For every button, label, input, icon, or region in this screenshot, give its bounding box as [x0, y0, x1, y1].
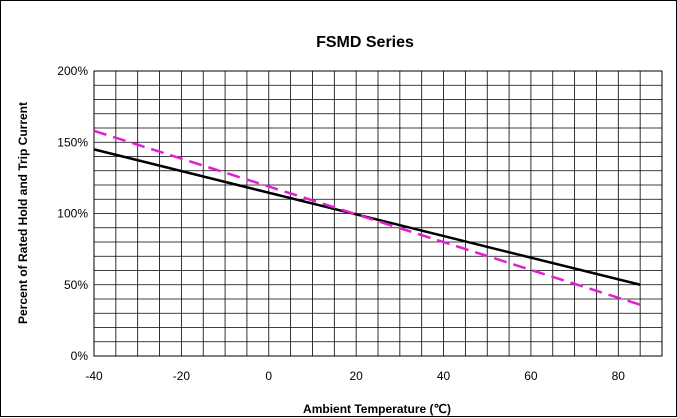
plot-area-border: [93, 70, 663, 357]
x-axis-label: Ambient Temperature (℃): [303, 402, 451, 416]
x-tick-label: 20: [349, 369, 363, 383]
y-axis-label: Percent of Rated Hold and Trip Current: [16, 102, 30, 324]
x-tick-label: 80: [612, 369, 626, 383]
y-tick-label: 200%: [57, 64, 88, 78]
series-lines: [93, 129, 641, 306]
y-tick-label: 100%: [57, 207, 88, 221]
series-line-dashed: [93, 129, 641, 306]
y-tick-label: 150%: [57, 135, 88, 149]
x-tick-label: -20: [173, 369, 191, 383]
x-tick-label: 0: [265, 369, 272, 383]
x-tick-label: -40: [85, 369, 103, 383]
x-tick-labels: -40 -20 0 20 40 60 80: [85, 369, 625, 383]
y-tick-label: 50%: [64, 278, 88, 292]
chart-title: FSMD Series: [316, 34, 414, 51]
x-tick-label: 60: [524, 369, 538, 383]
grid: [94, 71, 662, 356]
y-tick-label: 0%: [71, 349, 89, 363]
y-tick-labels: 0% 50% 100% 150% 200%: [57, 64, 88, 363]
x-tick-label: 40: [437, 369, 451, 383]
